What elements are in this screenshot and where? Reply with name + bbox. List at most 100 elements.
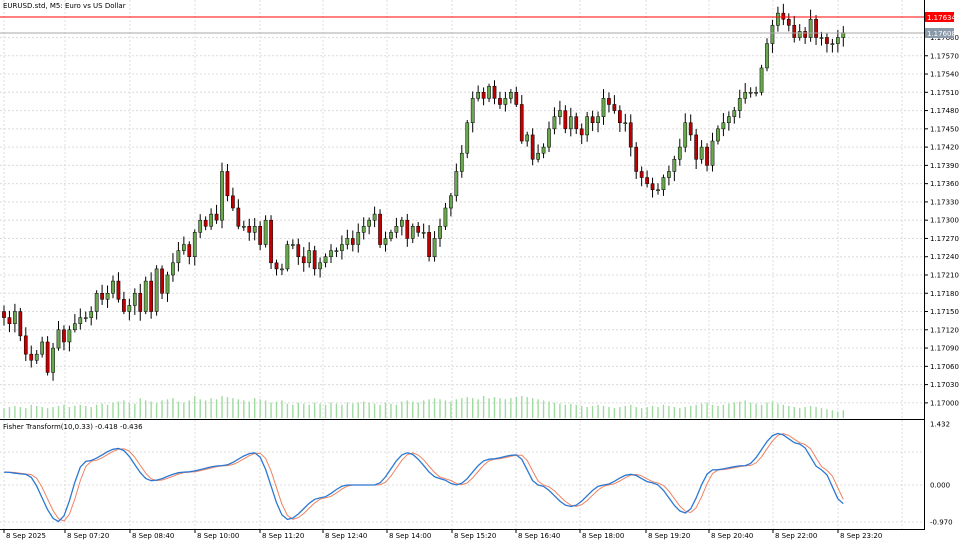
candle[interactable] <box>628 114 633 157</box>
candle[interactable] <box>503 91 508 112</box>
candle[interactable] <box>252 218 257 241</box>
candle[interactable] <box>263 215 268 248</box>
candle[interactable] <box>323 253 328 268</box>
candle[interactable] <box>552 107 557 135</box>
candle[interactable] <box>694 128 698 170</box>
candle[interactable] <box>291 239 295 250</box>
candle[interactable] <box>568 107 573 137</box>
candle[interactable] <box>225 164 230 202</box>
candle[interactable] <box>754 86 758 97</box>
candle[interactable] <box>23 327 28 362</box>
candle[interactable] <box>819 31 824 46</box>
candle[interactable] <box>285 240 290 272</box>
candle[interactable] <box>51 342 55 381</box>
candle[interactable] <box>361 217 366 240</box>
candle[interactable] <box>808 9 813 42</box>
candle[interactable] <box>563 105 568 134</box>
candle[interactable] <box>231 187 235 211</box>
candle[interactable] <box>258 221 262 251</box>
candle[interactable] <box>127 298 132 321</box>
candle[interactable] <box>165 271 170 302</box>
candle[interactable] <box>143 276 148 315</box>
candle[interactable] <box>220 162 224 229</box>
candle[interactable] <box>394 217 399 239</box>
candle[interactable] <box>590 110 595 132</box>
candle[interactable] <box>149 272 154 319</box>
candle[interactable] <box>727 111 731 131</box>
candle[interactable] <box>198 214 203 239</box>
candle[interactable] <box>345 229 350 250</box>
candle[interactable] <box>78 308 83 330</box>
candle[interactable] <box>781 3 786 26</box>
candle[interactable] <box>116 272 121 303</box>
candle[interactable] <box>661 174 666 196</box>
candle[interactable] <box>607 92 611 113</box>
candle[interactable] <box>830 38 835 53</box>
candle[interactable] <box>34 350 39 364</box>
candle[interactable] <box>383 231 388 252</box>
candle[interactable] <box>765 38 769 72</box>
candle[interactable] <box>83 311 88 323</box>
candle[interactable] <box>236 199 241 230</box>
candle[interactable] <box>154 265 159 316</box>
candle[interactable] <box>770 19 775 53</box>
candle[interactable] <box>334 247 339 257</box>
candle[interactable] <box>367 217 371 235</box>
candle[interactable] <box>476 85 480 102</box>
candle[interactable] <box>111 275 115 299</box>
candle[interactable] <box>400 216 404 236</box>
candle[interactable] <box>683 113 688 153</box>
candle[interactable] <box>786 13 791 32</box>
candle[interactable] <box>759 64 764 96</box>
candle[interactable] <box>596 111 600 133</box>
candle[interactable] <box>176 241 181 272</box>
candle[interactable] <box>650 177 655 198</box>
candle[interactable] <box>721 113 726 137</box>
candle[interactable] <box>187 241 192 265</box>
candle[interactable] <box>634 142 639 179</box>
candle[interactable] <box>405 213 410 247</box>
candle[interactable] <box>530 128 535 166</box>
candle[interactable] <box>350 230 355 252</box>
candle[interactable] <box>612 95 617 114</box>
candle[interactable] <box>667 165 671 186</box>
candle[interactable] <box>132 288 137 315</box>
candle[interactable] <box>803 27 807 44</box>
candle[interactable] <box>192 229 197 266</box>
candle[interactable] <box>547 121 551 152</box>
candle[interactable] <box>574 112 579 134</box>
candle[interactable] <box>623 113 628 132</box>
candle[interactable] <box>737 89 742 119</box>
candle[interactable] <box>509 89 513 104</box>
candle[interactable] <box>269 215 273 270</box>
candle[interactable] <box>558 100 562 125</box>
candle[interactable] <box>432 231 437 262</box>
candle[interactable] <box>732 106 737 124</box>
candle[interactable] <box>73 314 77 333</box>
candle[interactable] <box>688 114 693 141</box>
candle[interactable] <box>639 166 644 187</box>
candle[interactable] <box>182 236 186 255</box>
candle[interactable] <box>514 86 519 107</box>
candle[interactable] <box>389 229 393 242</box>
candle[interactable] <box>241 220 246 231</box>
candle[interactable] <box>214 204 219 224</box>
candle[interactable] <box>454 163 459 202</box>
candle[interactable] <box>40 336 44 358</box>
candle[interactable] <box>203 216 208 231</box>
candle[interactable] <box>67 325 72 352</box>
candle[interactable] <box>427 225 431 262</box>
candle[interactable] <box>579 123 584 145</box>
candle[interactable] <box>618 105 622 132</box>
candle[interactable] <box>814 15 818 45</box>
candle[interactable] <box>160 265 164 300</box>
candle[interactable] <box>656 183 660 195</box>
candle[interactable] <box>836 30 840 53</box>
candle[interactable] <box>410 223 415 244</box>
candle[interactable] <box>296 238 301 265</box>
candle[interactable] <box>372 206 377 228</box>
candle[interactable] <box>487 83 491 103</box>
candle[interactable] <box>459 145 464 178</box>
candle[interactable] <box>438 218 442 247</box>
